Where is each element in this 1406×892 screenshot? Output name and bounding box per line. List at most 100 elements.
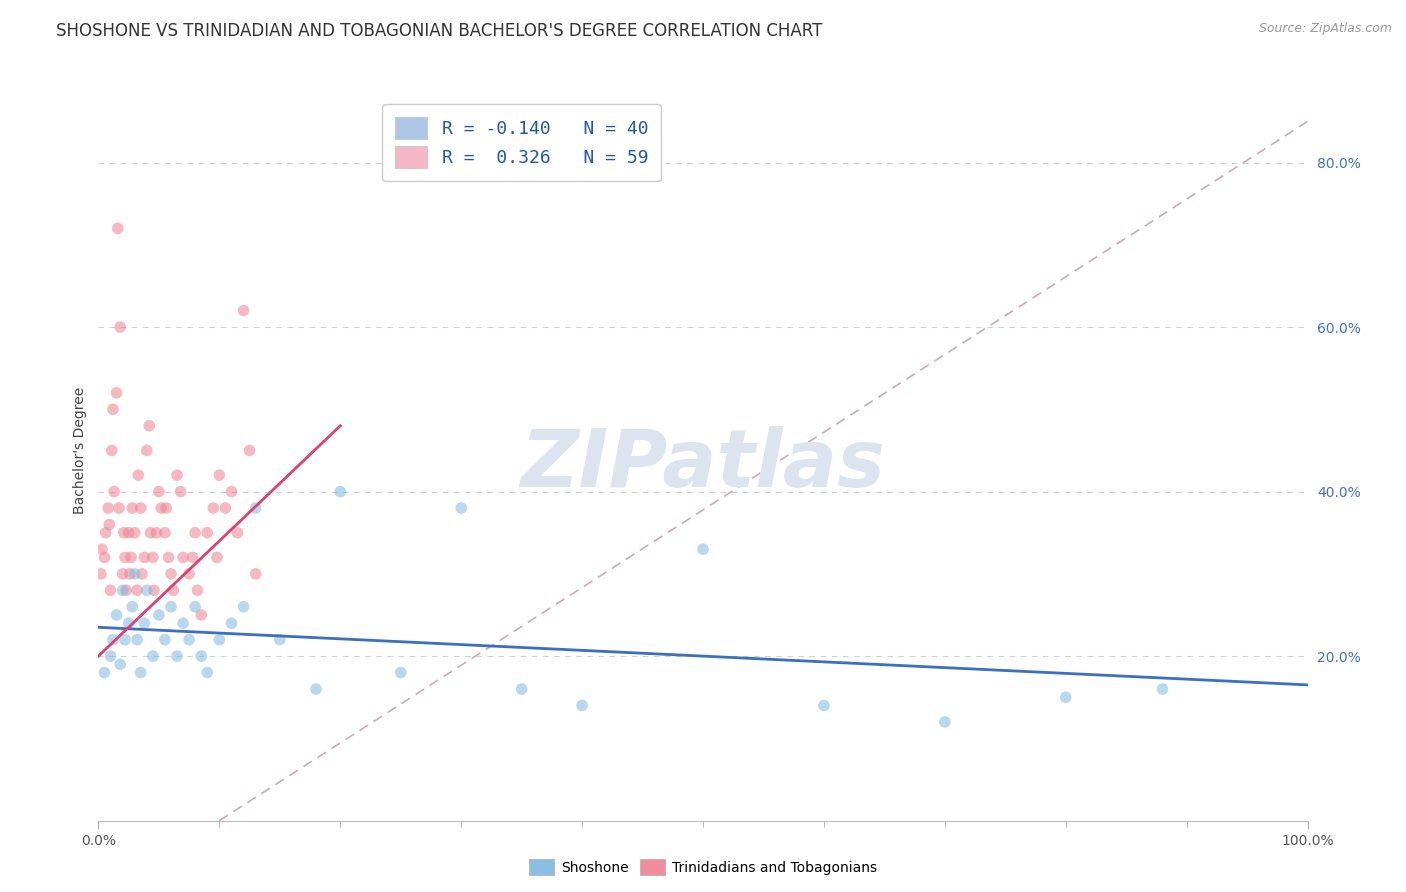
Point bbox=[239, 443, 262, 458]
Point bbox=[112, 525, 135, 540]
Point bbox=[91, 542, 114, 557]
Point bbox=[245, 501, 267, 516]
Point bbox=[97, 501, 120, 516]
Point bbox=[184, 599, 207, 614]
Point bbox=[114, 632, 136, 647]
Point bbox=[148, 607, 170, 622]
Point bbox=[221, 616, 243, 631]
Point bbox=[172, 616, 194, 631]
Point bbox=[100, 443, 122, 458]
Point bbox=[181, 550, 204, 565]
Point bbox=[166, 649, 188, 664]
Point bbox=[1152, 681, 1174, 696]
Point bbox=[205, 550, 228, 565]
Point bbox=[202, 501, 225, 516]
Point bbox=[169, 484, 191, 499]
Point bbox=[107, 221, 129, 235]
Point bbox=[127, 468, 149, 483]
Point bbox=[232, 599, 254, 614]
Point bbox=[114, 550, 136, 565]
Point bbox=[208, 632, 231, 647]
Legend: R = -0.140   N = 40, R =  0.326   N = 59: R = -0.140 N = 40, R = 0.326 N = 59 bbox=[382, 104, 661, 181]
Point bbox=[90, 566, 112, 581]
Point bbox=[124, 525, 146, 540]
Point bbox=[111, 566, 134, 581]
Point bbox=[221, 484, 243, 499]
Point bbox=[172, 550, 194, 565]
Text: ZIPatlas: ZIPatlas bbox=[520, 426, 886, 504]
Point bbox=[510, 681, 533, 696]
Point bbox=[142, 649, 165, 664]
Point bbox=[160, 566, 183, 581]
Point bbox=[190, 649, 212, 664]
Y-axis label: Bachelor's Degree: Bachelor's Degree bbox=[73, 387, 87, 514]
Point bbox=[160, 599, 183, 614]
Point bbox=[98, 517, 121, 532]
Point bbox=[450, 501, 472, 516]
Point bbox=[108, 501, 131, 516]
Point bbox=[934, 714, 956, 729]
Point bbox=[162, 583, 184, 598]
Point bbox=[134, 550, 156, 565]
Point bbox=[150, 501, 173, 516]
Point bbox=[214, 501, 236, 516]
Point bbox=[100, 583, 122, 598]
Point bbox=[101, 632, 124, 647]
Point bbox=[195, 665, 218, 680]
Point bbox=[145, 525, 167, 540]
Point bbox=[124, 566, 146, 581]
Point bbox=[127, 632, 149, 647]
Point bbox=[103, 484, 125, 499]
Point bbox=[155, 501, 177, 516]
Point bbox=[305, 681, 328, 696]
Point bbox=[232, 303, 254, 318]
Point bbox=[129, 665, 152, 680]
Point bbox=[1054, 690, 1077, 705]
Point bbox=[94, 525, 117, 540]
Point bbox=[187, 583, 209, 598]
Point bbox=[134, 616, 156, 631]
Point bbox=[118, 616, 141, 631]
Point bbox=[226, 525, 249, 540]
Point bbox=[121, 501, 143, 516]
Point bbox=[142, 550, 165, 565]
Point bbox=[120, 550, 142, 565]
Point bbox=[93, 550, 115, 565]
Point bbox=[118, 525, 141, 540]
Point bbox=[195, 525, 218, 540]
Text: Source: ZipAtlas.com: Source: ZipAtlas.com bbox=[1258, 22, 1392, 36]
Point bbox=[190, 607, 212, 622]
Point bbox=[135, 583, 157, 598]
Point bbox=[118, 566, 141, 581]
Point bbox=[93, 665, 115, 680]
Point bbox=[166, 468, 188, 483]
Point bbox=[105, 385, 128, 400]
Point bbox=[143, 583, 166, 598]
Point bbox=[184, 525, 207, 540]
Point bbox=[153, 525, 176, 540]
Point bbox=[138, 418, 160, 433]
Point bbox=[121, 599, 143, 614]
Point bbox=[108, 657, 131, 672]
Point bbox=[129, 501, 152, 516]
Point bbox=[813, 698, 835, 713]
Point bbox=[245, 566, 267, 581]
Point bbox=[148, 484, 170, 499]
Point bbox=[139, 525, 162, 540]
Point bbox=[179, 566, 201, 581]
Point bbox=[131, 566, 153, 581]
Point bbox=[105, 607, 128, 622]
Text: SHOSHONE VS TRINIDADIAN AND TOBAGONIAN BACHELOR'S DEGREE CORRELATION CHART: SHOSHONE VS TRINIDADIAN AND TOBAGONIAN B… bbox=[56, 22, 823, 40]
Point bbox=[329, 484, 352, 499]
Point bbox=[208, 468, 231, 483]
Point bbox=[179, 632, 201, 647]
Point bbox=[111, 583, 134, 598]
Point bbox=[157, 550, 180, 565]
Point bbox=[101, 402, 124, 417]
Point bbox=[692, 542, 714, 557]
Legend: Shoshone, Trinidadians and Tobagonians: Shoshone, Trinidadians and Tobagonians bbox=[523, 854, 883, 880]
Point bbox=[389, 665, 412, 680]
Point bbox=[153, 632, 176, 647]
Point bbox=[115, 583, 138, 598]
Point bbox=[127, 583, 149, 598]
